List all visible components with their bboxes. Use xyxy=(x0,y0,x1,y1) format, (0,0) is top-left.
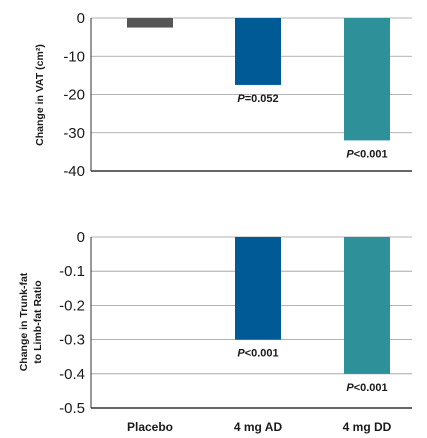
vat-chart-y-axis-label: Change in VAT (cm²) xyxy=(34,44,46,146)
vat-y-tick-label: -10 xyxy=(63,48,85,65)
vat-bar-4-mg-dd xyxy=(344,18,390,141)
x-category-label: 4 mg DD xyxy=(343,420,392,434)
vat-y-tick-label: -30 xyxy=(63,125,85,142)
ratio-chart-y-axis-label-line-2: to Limb-fat Ratio xyxy=(32,280,44,363)
ratio-y-tick-label: -0.5 xyxy=(59,400,85,417)
ratio-y-tick-label: -0.1 xyxy=(59,263,85,280)
vat-y-tick-label: 0 xyxy=(77,10,85,27)
vat-y-tick-label: -20 xyxy=(63,87,85,104)
ratio-y-tick-label: 0 xyxy=(77,229,85,246)
ratio-bar-4-mg-dd xyxy=(344,237,390,374)
ratio-p-value-label: P<0.001 xyxy=(346,382,387,394)
vat-bar-placebo xyxy=(127,18,173,28)
trunk-limb-ratio-chart: 0 -0.1 -0.2 -0.3 -0.4 -0.5 P<0.001 P<0.001 Cha… xyxy=(18,229,412,417)
vat-bar-4-mg-ad xyxy=(235,18,281,85)
ratio-bar-4-mg-ad xyxy=(235,237,281,340)
x-category-label: Placebo xyxy=(127,420,173,434)
ratio-y-tick-label: -0.4 xyxy=(59,366,85,383)
vat-y-tick-label: -40 xyxy=(63,163,85,180)
ratio-chart-y-axis-label-line-1: Change in Trunk-fat xyxy=(18,272,30,371)
vat-p-value-label: P=0.052 xyxy=(237,93,278,105)
ratio-p-value-label: P<0.001 xyxy=(237,348,278,360)
x-axis-categories: Placebo 4 mg AD 4 mg DD xyxy=(127,420,392,434)
vat-p-value-label: P<0.001 xyxy=(346,148,387,160)
ratio-y-tick-label: -0.3 xyxy=(59,332,85,349)
vat-chart: 0 -10 -20 -30 -40 P=0.052 P<0.001 Change in V… xyxy=(34,10,412,180)
ratio-y-tick-label: -0.2 xyxy=(59,297,85,314)
x-category-label: 4 mg AD xyxy=(234,420,283,434)
